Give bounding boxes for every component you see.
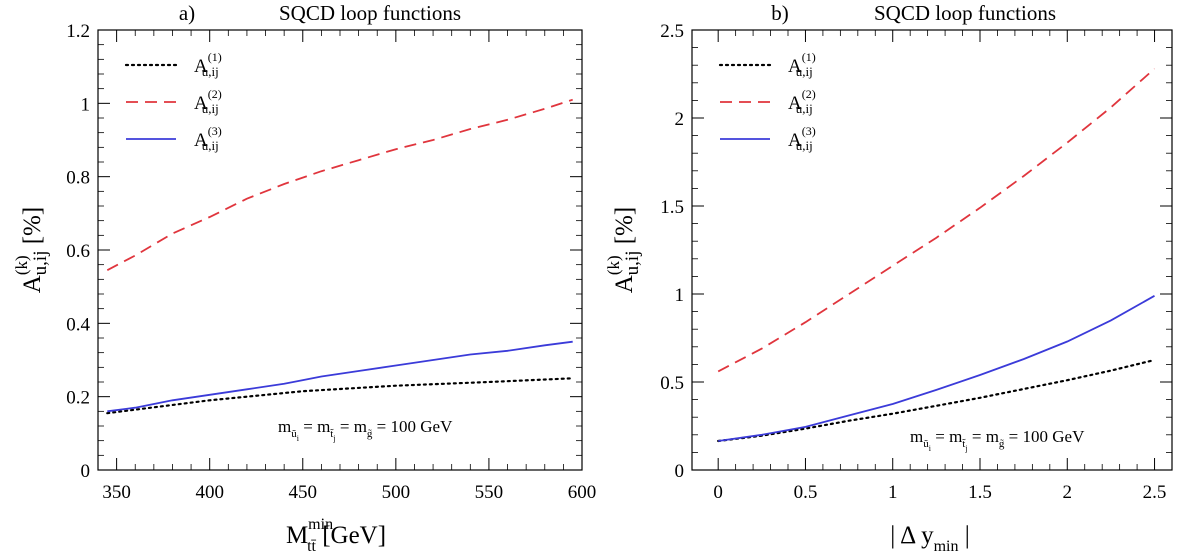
x-tick-label: 600	[568, 482, 597, 503]
y-tick-label: 2.5	[660, 21, 684, 42]
legend-label-1: A(1) u,ij	[788, 50, 816, 79]
chart-title: SQCD loop functions	[874, 1, 1056, 25]
x-tick-label: 1.5	[968, 482, 992, 503]
series-line-3	[718, 295, 1155, 442]
legend-label-2: A(2) u,ij	[788, 87, 816, 116]
y-axis-label: A(k)u,ij [%]	[12, 207, 51, 293]
chart-panel-2: 0 0.5 1 1.5 2 2.5 0 0.5 1 1.5 2 2.5 A(1) u,ij A(2) u,ij…	[604, 1, 1173, 555]
y-tick-label: 0.6	[66, 241, 90, 262]
x-axis-label: Mmin tt̄ [GeV]	[286, 516, 386, 555]
x-tick-label: 2	[1063, 482, 1073, 503]
y-tick-label: 0	[81, 461, 91, 482]
x-axis-label: | Δ ymin |	[890, 522, 969, 555]
series-line-2	[717, 68, 1156, 373]
series-line-2	[106, 98, 573, 271]
x-tick-label: 2.5	[1143, 482, 1167, 503]
x-tick-label: 450	[289, 482, 318, 503]
chart-panel-1: 350 400 450 500 550 600 0 0.2 0.4 0.6 0.8 1 1.2 A(1) u…	[12, 1, 596, 555]
mass-annotation: mũi = mt̃j = mg̃ = 100 GeV	[910, 427, 1085, 453]
x-tick-label: 500	[382, 482, 411, 503]
x-tick-label: 0	[713, 482, 723, 503]
legend-label-3: A(3) u,ij	[788, 124, 816, 153]
panel-label: a)	[179, 1, 195, 25]
y-tick-label: 2	[675, 109, 685, 130]
legend-label-2: A(2) u,ij	[194, 87, 222, 116]
chart-title: SQCD loop functions	[279, 1, 461, 25]
y-tick-label: 1.5	[660, 197, 684, 218]
series-line-3	[107, 340, 573, 413]
series-line-1	[717, 358, 1156, 443]
x-tick-label: 400	[195, 482, 224, 503]
y-tick-label: 0.8	[66, 168, 90, 189]
y-tick-label: 1.2	[66, 21, 90, 42]
y-tick-label: 0.5	[660, 373, 684, 394]
y-tick-label: 1	[81, 94, 91, 115]
legend-label-3: A(3) u,ij	[194, 124, 222, 153]
x-tick-label: 0.5	[794, 482, 818, 503]
series-line-1	[106, 377, 574, 415]
legend-label-1: A(1) u,ij	[194, 50, 222, 79]
mass-annotation: mũi = mt̃j = mg̃ = 100 GeV	[278, 417, 453, 443]
x-tick-label: 550	[475, 482, 504, 503]
plot-frame	[97, 29, 583, 471]
x-tick-label: 1	[888, 482, 898, 503]
y-tick-label: 0	[675, 461, 685, 482]
y-tick-label: 0.2	[66, 388, 90, 409]
panel-label: b)	[771, 1, 789, 25]
y-axis-label: A(k)u,ij [%]	[604, 207, 643, 293]
plot-frame	[691, 29, 1173, 471]
x-tick-label: 350	[102, 482, 131, 503]
y-tick-label: 0.4	[66, 314, 90, 335]
y-tick-label: 1	[675, 285, 685, 306]
